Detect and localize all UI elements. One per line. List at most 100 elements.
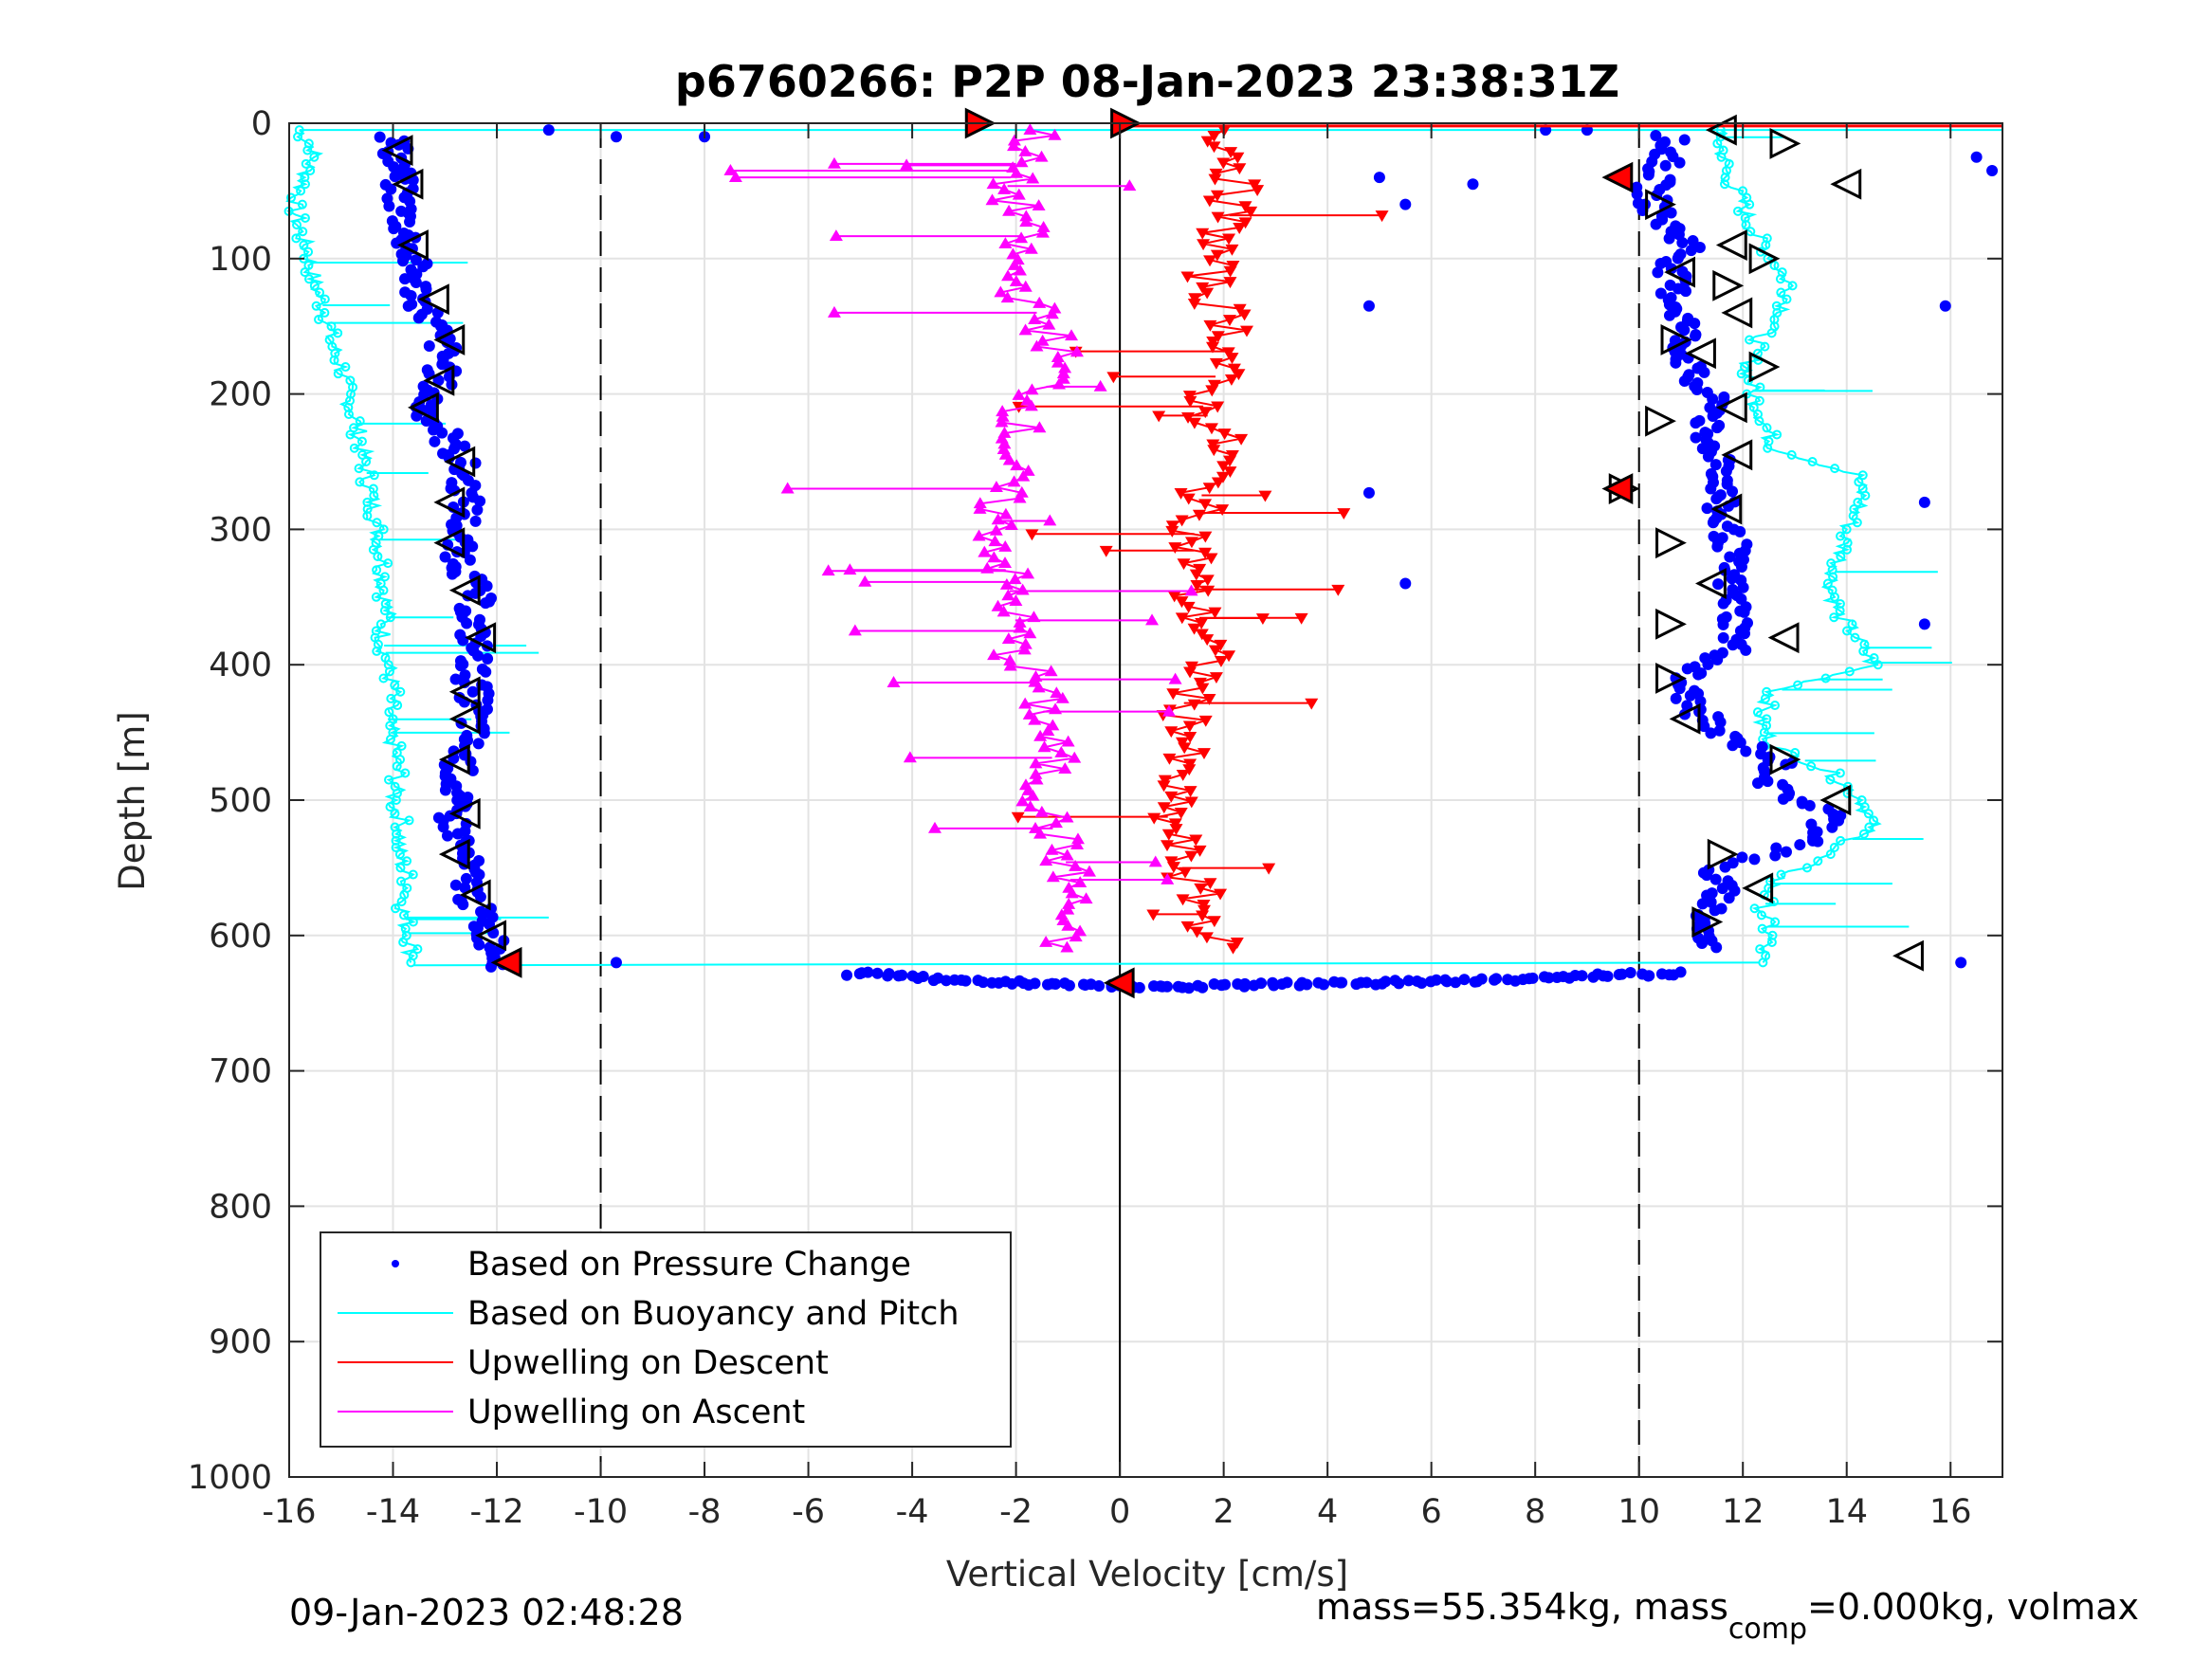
pressure-turnaround-point	[1430, 974, 1442, 986]
pressure-ascent-point	[1740, 644, 1752, 656]
upwell-descent-marker	[1210, 190, 1224, 202]
buoyancy-ascent-marker	[1835, 768, 1845, 778]
buoyancy-descent-marker	[384, 666, 394, 677]
upwell-ascent-marker	[973, 501, 987, 514]
legend: Based on Pressure Change Based on Buoyanc…	[320, 1231, 1012, 1448]
upwell-descent-marker	[1169, 824, 1183, 835]
upwell-ascent-marker	[1025, 383, 1039, 395]
x-tick-label: -2	[999, 1493, 1033, 1531]
black-triangle-marker	[448, 574, 481, 607]
upwell-ascent-marker	[1001, 632, 1015, 644]
upwell-descent-marker	[1231, 152, 1245, 164]
upwell-descent-marker	[1239, 325, 1253, 337]
upwell-descent-marker	[1216, 157, 1231, 170]
black-triangle-marker	[1769, 743, 1801, 775]
pressure-turnaround-point	[1183, 982, 1196, 994]
buoyancy-ascent-marker	[1850, 632, 1860, 643]
pressure-turnaround-point	[1133, 981, 1145, 994]
pressure-descent-point	[410, 276, 422, 288]
upwell-ascent-long-spike-marker	[728, 171, 742, 183]
upwell-descent-marker	[1223, 466, 1237, 478]
pressure-turnaround-point	[862, 966, 874, 978]
plot-area	[283, 107, 2002, 999]
x-tick-label: -8	[688, 1493, 722, 1531]
upwell-descent-marker	[1224, 147, 1238, 158]
black-triangle-marker	[1691, 906, 1724, 938]
black-triangle-marker	[438, 743, 470, 775]
buoyancy-ascent-marker	[1863, 809, 1874, 819]
upwell-ascent-marker	[1015, 794, 1030, 807]
pressure-descent-point	[457, 899, 469, 911]
buoyancy-ascent-marker	[1776, 869, 1786, 880]
x-tick-label: 10	[1618, 1493, 1660, 1531]
pressure-descent-point	[385, 183, 397, 195]
buoyancy-ascent-marker	[1745, 335, 1755, 345]
black-triangle-marker	[392, 168, 424, 200]
upwell-ascent-spike-marker	[1161, 872, 1175, 884]
black-triangle-marker	[408, 392, 439, 424]
upwell-ascent-marker	[1013, 621, 1027, 633]
upwell-descent-marker	[1174, 487, 1188, 500]
pressure-descent-point	[451, 794, 464, 807]
red-triangle-marker	[1103, 967, 1135, 999]
black-triangle-marker	[433, 486, 466, 519]
upwell-ascent-marker	[1013, 615, 1027, 628]
black-triangle-marker	[1707, 838, 1739, 870]
black-triangle-marker	[1685, 337, 1716, 370]
upwell-descent-spike-marker	[1099, 545, 1113, 557]
upwell-ascent-marker	[1032, 199, 1046, 211]
pressure-outlier-point	[1467, 178, 1479, 191]
buoyancy-descent-marker	[372, 518, 382, 528]
black-triangle-marker	[1721, 439, 1753, 471]
buoyancy-descent-marker	[320, 294, 330, 304]
upwell-descent-spike-marker	[1011, 811, 1025, 824]
pressure-turnaround-point	[1029, 977, 1041, 990]
upwell-ascent-marker	[987, 648, 1001, 661]
upwell-ascent-marker	[1021, 464, 1035, 476]
x-axis-label: Vertical Velocity [cm/s]	[946, 1554, 1348, 1595]
pressure-descent-point	[420, 283, 432, 296]
buoyancy-ascent-marker	[1801, 863, 1812, 873]
y-tick-label: 900	[209, 1323, 272, 1361]
pressure-descent-point	[469, 515, 482, 527]
upwell-ascent-marker	[1054, 746, 1069, 757]
red-triangle-marker	[1601, 161, 1634, 193]
buoyancy-ascent-marker	[1836, 531, 1846, 541]
upwell-descent-marker	[1232, 369, 1246, 381]
upwell-descent-marker	[1208, 607, 1222, 619]
upwell-ascent-marker	[1010, 459, 1024, 471]
upwell-descent-marker	[1216, 504, 1230, 516]
upwell-ascent-marker	[1018, 323, 1033, 336]
pressure-turnaround-point	[1050, 977, 1062, 990]
buoyancy-descent-marker	[311, 301, 321, 311]
pressure-descent-point	[389, 171, 401, 183]
buoyancy-descent-marker	[384, 775, 394, 785]
upwell-descent-marker	[1176, 769, 1190, 781]
upwell-ascent-marker	[978, 545, 992, 557]
pressure-descent-point	[469, 457, 482, 469]
buoyancy-descent-marker	[378, 524, 389, 535]
upwell-ascent-marker	[1079, 892, 1093, 904]
pressure-turnaround-point	[1281, 976, 1293, 989]
pressure-turnaround-point	[1393, 977, 1405, 990]
black-triangle-marker	[417, 283, 449, 316]
upwell-descent-marker	[1196, 683, 1210, 695]
buoyancy-descent-marker	[291, 233, 302, 244]
pressure-ascent-point	[1710, 941, 1723, 954]
black-triangle-marker	[1892, 939, 1924, 972]
pressure-ascent-point	[1710, 493, 1723, 505]
y-tick-label: 100	[209, 241, 272, 279]
black-triangle-marker	[1712, 269, 1745, 301]
upwell-ascent-marker	[1044, 665, 1058, 677]
buoyancy-descent-marker	[393, 701, 403, 711]
upwell-descent-marker	[1198, 407, 1213, 419]
pressure-ascent-point	[1676, 237, 1689, 249]
buoyancy-descent-marker	[299, 240, 309, 250]
pressure-turnaround-point	[960, 975, 972, 987]
upwell-ascent-marker	[1018, 280, 1033, 292]
pressure-ascent-point	[1642, 169, 1654, 181]
buoyancy-descent-marker	[368, 544, 378, 555]
upwell-descent-marker	[1207, 141, 1221, 154]
x-tick-label: -10	[574, 1493, 628, 1531]
